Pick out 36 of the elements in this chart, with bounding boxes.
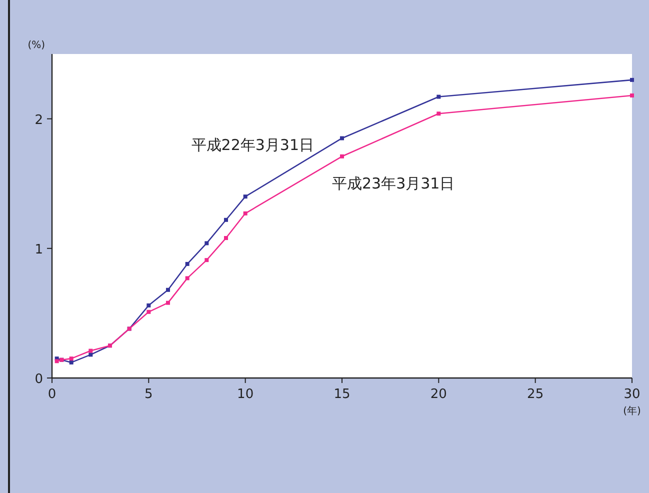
series-label: 平成23年3月31日 — [332, 174, 455, 192]
x-axis-title: (年) — [623, 405, 641, 417]
point — [146, 310, 151, 314]
point — [436, 112, 441, 116]
point — [185, 262, 190, 266]
y-tick-label: 2 — [34, 112, 43, 128]
point — [204, 241, 209, 246]
point — [243, 211, 248, 216]
x-tick-label: 0 — [48, 387, 56, 402]
point — [243, 194, 248, 199]
point — [69, 360, 74, 364]
point — [166, 288, 170, 292]
point — [436, 94, 441, 99]
point — [630, 93, 634, 98]
point — [224, 236, 228, 240]
point — [340, 136, 344, 140]
point — [340, 154, 344, 158]
point — [88, 348, 93, 353]
y-axis-title: (%) — [28, 40, 46, 51]
point — [69, 356, 74, 361]
point — [630, 78, 634, 82]
series-label: 平成22年3月31日 — [191, 136, 314, 154]
x-tick-label: 5 — [144, 387, 153, 402]
x-tick-label: 30 — [624, 387, 640, 402]
point — [224, 218, 228, 222]
y-tick-label: 0 — [34, 372, 43, 387]
x-tick-label: 10 — [237, 387, 254, 402]
y-tick-label: 1 — [34, 242, 43, 258]
point — [54, 359, 59, 364]
x-tick-label: 25 — [527, 387, 544, 402]
point — [146, 303, 151, 308]
x-tick-label: 15 — [334, 387, 350, 402]
point — [185, 276, 190, 280]
point — [166, 300, 170, 305]
point — [204, 258, 209, 262]
x-tick-label: 20 — [430, 387, 447, 402]
